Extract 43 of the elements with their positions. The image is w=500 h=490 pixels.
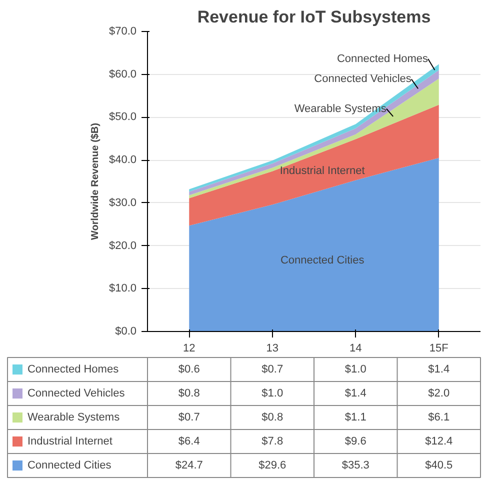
x-tick-label: 14 [350,342,362,354]
x-tick-label: 15F [429,342,449,354]
y-tick-label: $60.0 [108,68,137,80]
data-label: $6.4 [178,436,200,448]
y-tick-label: $0.0 [115,326,137,338]
data-label: $24.7 [175,460,203,472]
data-label: $40.5 [425,460,453,472]
y-tick-label: $50.0 [108,111,137,124]
x-tick-label: 12 [183,342,196,354]
data-label: $12.4 [425,436,453,448]
chart-title: Revenue for IoT Subsystems [197,8,431,26]
legend-label: Connected Homes [27,364,120,376]
x-tick-label: 13 [266,342,279,354]
data-label: $0.8 [262,412,284,424]
y-axis-title: Worldwide Revenue ($B) [90,122,101,240]
data-label: $1.0 [262,388,284,400]
y-tick-label: $40.0 [108,154,137,166]
data-label: $9.6 [344,436,366,448]
y-tick-label: $30.0 [108,196,137,209]
data-label: $35.3 [342,460,370,472]
legend-label: Industrial Internet [27,436,112,448]
legend-label: Wearable Systems [27,412,120,424]
text: Industrial Internet [280,164,365,177]
text: Connected Cities [280,254,364,267]
data-label: $0.6 [178,364,200,376]
data-label: $6.1 [428,412,450,424]
data-label: $2.0 [428,388,450,400]
data-label: $0.8 [178,388,200,400]
legend-label: Connected Vehicles [27,388,126,400]
data-label: $0.7 [262,364,284,376]
text: Connected Homes [336,52,428,65]
y-tick-label: $70.0 [108,26,137,38]
text: Connected Vehicles [314,73,412,86]
data-label: $1.1 [344,412,366,424]
data-label: $1.4 [428,364,450,376]
data-label: $1.4 [344,388,366,400]
legend-label: Connected Cities [27,460,112,472]
data-label: $29.6 [258,460,286,472]
y-tick-label: $10.0 [108,282,137,295]
data-label: $1.0 [344,364,366,376]
y-tick-label: $20.0 [108,240,137,252]
data-label: $0.7 [178,412,200,424]
data-label: $7.8 [262,436,284,448]
